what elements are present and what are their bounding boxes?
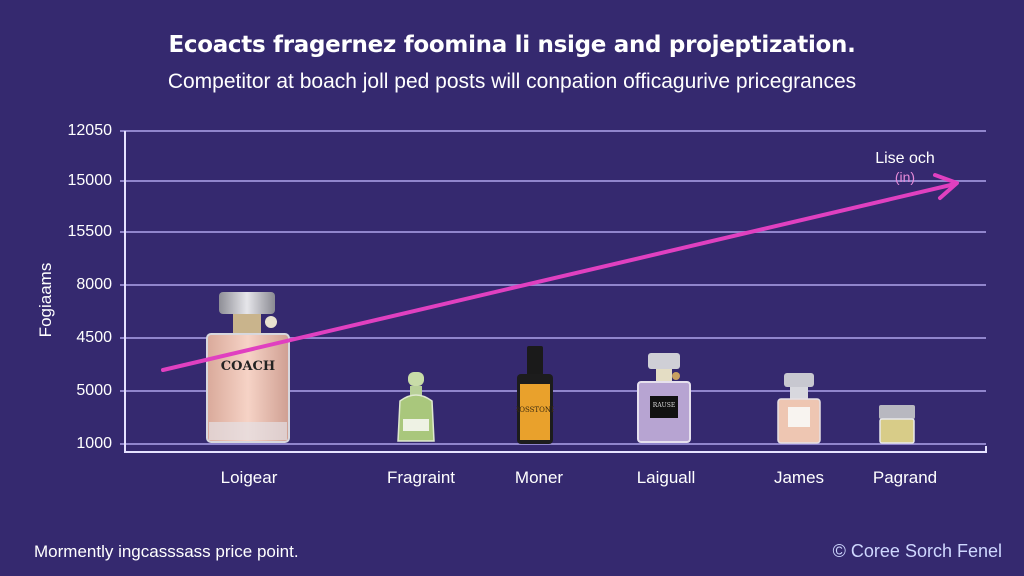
x-tick: Laiguall — [636, 468, 696, 487]
svg-text:RAUSE: RAUSE — [653, 402, 675, 409]
gridline — [120, 231, 986, 233]
y-tick: 8000 — [76, 276, 112, 293]
x-axis-end-tick — [985, 446, 987, 453]
bar-bottle-pagrand — [879, 405, 915, 444]
gridline — [120, 130, 986, 132]
trend-annotation: Lise och (in) — [875, 150, 935, 186]
x-tick: Moner — [514, 468, 564, 487]
bar-bottle-fragraint — [397, 372, 435, 442]
chart-subtitle: Competitor at boach joll ped posts will … — [167, 70, 857, 93]
y-tick: 1000 — [76, 435, 112, 452]
bar-bottle-moner: ROSSTONE — [516, 346, 554, 444]
svg-text:ROSSTONE: ROSSTONE — [516, 406, 554, 414]
y-tick: 12050 — [67, 122, 113, 139]
y-tick: 5000 — [76, 382, 112, 399]
y-tick: 15000 — [67, 172, 113, 189]
y-axis — [124, 131, 126, 453]
x-tick: James — [773, 468, 825, 487]
gridline — [120, 284, 986, 286]
x-tick: Fragraint — [386, 468, 456, 487]
x-tick: Loigear — [220, 468, 278, 487]
gridline — [120, 337, 986, 339]
bar-bottle-laiguall: RAUSE — [637, 353, 691, 443]
footer-note: Mormently ingcasssass price point. — [34, 542, 299, 561]
gridline — [120, 180, 986, 182]
trend-label: Lise och — [875, 150, 935, 167]
x-tick: Pagrand — [872, 468, 938, 487]
footer-credit: © Coree Sorch Fenel — [832, 541, 1002, 561]
trend-sublabel: (in) — [894, 169, 916, 185]
y-tick: 4500 — [76, 329, 112, 346]
gridline — [120, 443, 986, 445]
bar-bottle-loigear: COACH — [206, 292, 290, 443]
x-axis — [124, 451, 986, 453]
svg-text:COACH: COACH — [221, 359, 275, 374]
y-tick: 15500 — [67, 223, 113, 240]
chart-title: Ecoacts fragernez foomina li nsige and p… — [168, 32, 856, 58]
bar-bottle-james — [777, 373, 821, 444]
